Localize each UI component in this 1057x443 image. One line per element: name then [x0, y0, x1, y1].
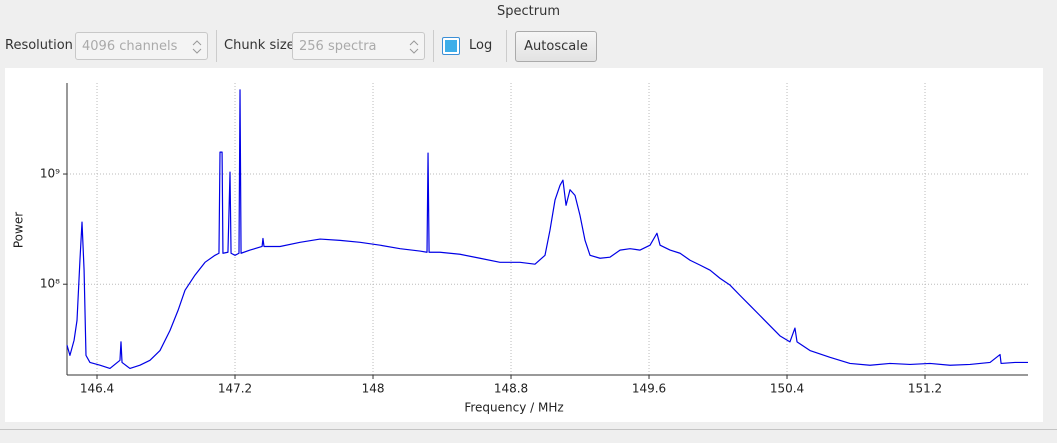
- resolution-spinbox[interactable]: 4096 channels: [75, 32, 208, 60]
- x-tick-label: 148.8: [494, 382, 528, 396]
- separator: [506, 30, 507, 62]
- separator: [216, 30, 217, 62]
- x-tick-label: 147.2: [218, 382, 252, 396]
- chunk-spinbox[interactable]: 256 spectra: [292, 32, 425, 60]
- x-tick-label: 151.2: [908, 382, 942, 396]
- chunk-label: Chunk size: [224, 38, 295, 53]
- spectrum-line: [66, 89, 1028, 370]
- spin-arrows: [192, 40, 202, 54]
- y-tick-label: 10⁸: [40, 277, 60, 291]
- spectrum-plot: Frequency / MHz Power 146.4 147.2 148 148.8…: [5, 68, 1043, 422]
- separator: [433, 30, 434, 62]
- y-tick-label: 10⁹: [40, 167, 60, 181]
- window-title: Spectrum: [497, 4, 560, 19]
- x-axis-label: Frequency / MHz: [464, 401, 563, 415]
- x-tick-label: 149.6: [632, 382, 666, 396]
- log-label: Log: [469, 38, 493, 53]
- autoscale-button[interactable]: Autoscale: [515, 31, 597, 62]
- x-tick-label: 148: [362, 382, 385, 396]
- chunk-value: 256 spectra: [299, 39, 377, 54]
- x-tick-label: 146.4: [80, 382, 114, 396]
- spin-arrows: [409, 40, 419, 54]
- resolution-label: Resolution: [5, 38, 73, 53]
- resolution-value: 4096 channels: [82, 39, 178, 54]
- log-checkbox[interactable]: [442, 37, 460, 55]
- y-axis-label: Power: [12, 212, 26, 248]
- bottom-border: [0, 429, 1057, 430]
- x-tick-label: 150.4: [770, 382, 804, 396]
